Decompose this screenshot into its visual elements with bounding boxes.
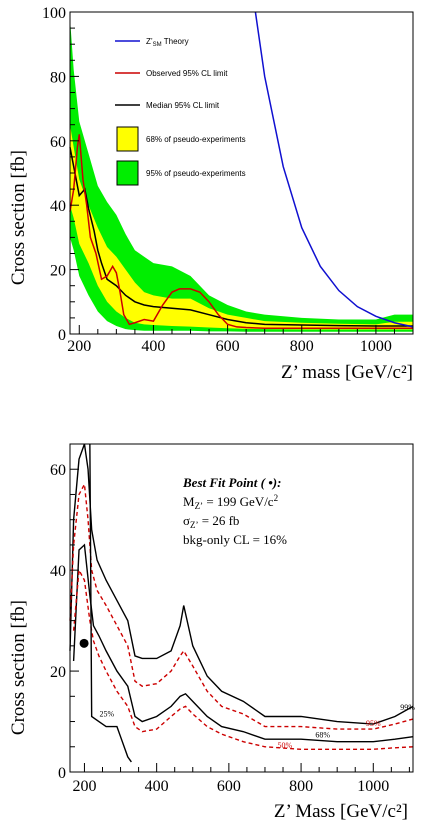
band-95-percent <box>70 18 413 332</box>
bottom-y-tick-label: 40 <box>50 563 66 580</box>
bottom-y-tick-label: 20 <box>50 664 66 681</box>
bottom-x-tick-label: 400 <box>145 778 169 795</box>
bottom-x-tick-label: 800 <box>289 778 313 795</box>
top-y-tick-label: 60 <box>50 134 66 151</box>
bottom-x-tick-label: 1000 <box>357 778 389 795</box>
bottom-y-axis-title: Cross section [fb] <box>8 600 29 735</box>
bottom-x-axis-title: Z’ Mass [GeV/c²] <box>274 801 408 822</box>
best-fit-title: Best Fit Point ( •): <box>182 475 281 490</box>
top-legend: Z’SM Theory Observed 95% CL limit Median… <box>115 37 246 186</box>
bottom-x-tick-label: 600 <box>217 778 241 795</box>
top-y-tick-label: 100 <box>42 5 66 22</box>
top-x-tick-label: 800 <box>290 338 314 355</box>
contour-label-c68: 68% <box>315 731 330 740</box>
best-fit-point-marker <box>79 638 89 648</box>
legend-observed-label: Observed 95% CL limit <box>146 69 228 78</box>
top-x-tick-label: 400 <box>141 338 165 355</box>
bottom-plot-frame <box>69 443 414 773</box>
contour-label-c50: 50% <box>277 741 292 750</box>
contour-label-c99: 99% <box>400 703 415 712</box>
top-y-tick-label: 20 <box>50 263 66 280</box>
legend-median-label: Median 95% CL limit <box>146 101 220 110</box>
theory-limit-line <box>254 11 414 328</box>
best-fit-sigma: σZ’ = 26 fb <box>183 513 239 530</box>
legend-band68-swatch <box>116 126 139 152</box>
observed-limit-line <box>69 134 413 329</box>
top-y-tick-label: 40 <box>50 198 66 215</box>
contour-c50-line <box>72 567 414 750</box>
top-limit-plot: 200 400 600 800 1000 0 20 40 60 80 100 Z’SM Theory… <box>8 5 414 383</box>
top-x-axis-title: Z’ mass [GeV/c²] <box>281 362 413 383</box>
contour-label-c25: 25% <box>99 709 114 718</box>
legend-band68-label: 68% of pseudo-experiments <box>146 135 246 144</box>
contour-c25-line <box>89 443 132 763</box>
top-y-tick-label: 80 <box>50 69 66 86</box>
contour-c68-line <box>72 543 414 743</box>
best-fit-annotation: Best Fit Point ( •): MZ’ = 199 GeV/c2 σZ… <box>182 475 287 547</box>
legend-band95-swatch <box>116 160 139 186</box>
median-limit-line <box>69 147 413 327</box>
bottom-y-tick-label: 60 <box>50 462 66 479</box>
contour-c95-line <box>69 482 414 730</box>
top-y-tick-label: 0 <box>58 327 66 344</box>
legend-band95-label: 95% of pseudo-experiments <box>146 169 246 178</box>
bottom-y-tick-label: 0 <box>58 765 66 782</box>
bottom-x-tick-label: 200 <box>72 778 96 795</box>
top-x-tick-label: 600 <box>216 338 240 355</box>
top-x-tick-label: 1000 <box>360 338 392 355</box>
top-y-axis-title: Cross section [fb] <box>8 150 29 285</box>
best-fit-bkg-cl: bkg-only CL = 16% <box>183 532 287 547</box>
top-x-tick-label: 200 <box>67 338 91 355</box>
contour-label-c95: 95% <box>366 719 381 728</box>
legend-theory-label: Z’SM Theory <box>146 37 189 48</box>
contour-c99-line <box>69 443 414 725</box>
best-fit-mass: MZ’ = 199 GeV/c2 <box>183 493 278 511</box>
